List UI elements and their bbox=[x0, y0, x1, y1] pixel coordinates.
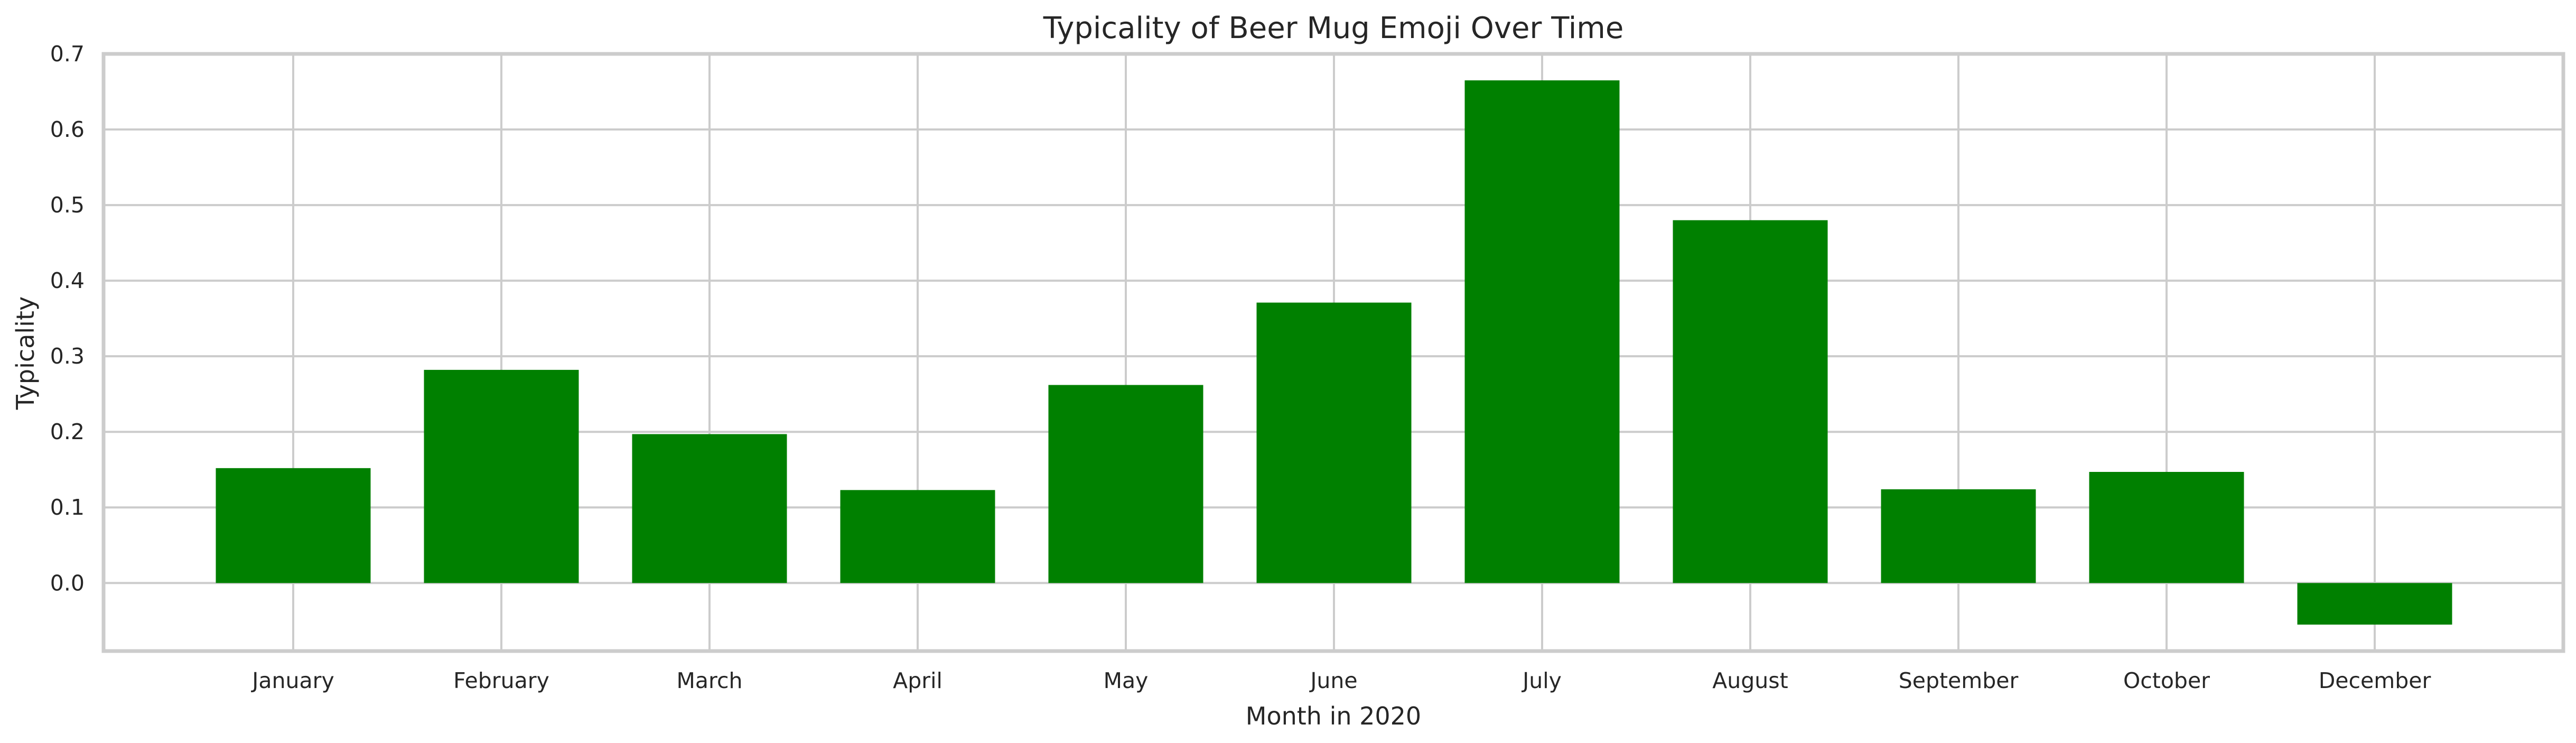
bar-july bbox=[1464, 80, 1620, 583]
y-tick-label: 0.2 bbox=[50, 419, 85, 444]
x-tick-label: June bbox=[1309, 668, 1357, 693]
bar-february bbox=[424, 369, 579, 583]
y-tick-label: 0.0 bbox=[50, 570, 85, 596]
y-tick-label: 0.3 bbox=[50, 343, 85, 369]
bar-may bbox=[1048, 385, 1203, 583]
x-tick-label: February bbox=[453, 668, 549, 693]
x-tick-label: August bbox=[1712, 668, 1788, 693]
y-tick-label: 0.6 bbox=[50, 117, 85, 142]
y-tick-label: 0.1 bbox=[50, 495, 85, 520]
x-tick-label: April bbox=[893, 668, 942, 693]
x-tick-label: May bbox=[1104, 668, 1149, 693]
y-tick-label: 0.4 bbox=[50, 268, 85, 293]
x-tick-label: December bbox=[2319, 668, 2431, 693]
chart-title: Typicality of Beer Mug Emoji Over Time bbox=[1043, 11, 1624, 45]
bars bbox=[216, 80, 2452, 625]
plot-frame bbox=[101, 52, 2565, 653]
bar-october bbox=[2089, 472, 2244, 583]
x-tick-labels: January February March April May June July Augu… bbox=[250, 668, 2431, 693]
bar-september bbox=[1881, 489, 2036, 583]
x-tick-label: March bbox=[677, 668, 743, 693]
y-tick-labels: 0.0 0.1 0.2 0.3 0.4 0.5 0.6 0.7 bbox=[50, 41, 85, 596]
x-tick-label: January bbox=[250, 668, 334, 693]
y-tick-label: 0.7 bbox=[50, 41, 85, 67]
bar-january bbox=[216, 468, 371, 583]
bar-march bbox=[632, 434, 787, 583]
bar-august bbox=[1673, 220, 1828, 583]
x-tick-label: October bbox=[2123, 668, 2210, 693]
bar-april bbox=[840, 490, 995, 583]
x-tick-label: September bbox=[1899, 668, 2019, 693]
x-tick-label: July bbox=[1521, 668, 1562, 693]
x-axis-label: Month in 2020 bbox=[1246, 702, 1421, 730]
bar-december bbox=[2297, 583, 2452, 625]
bar-june bbox=[1256, 302, 1412, 583]
y-tick-label: 0.5 bbox=[50, 192, 85, 218]
y-axis-label: Typicality bbox=[11, 296, 40, 410]
